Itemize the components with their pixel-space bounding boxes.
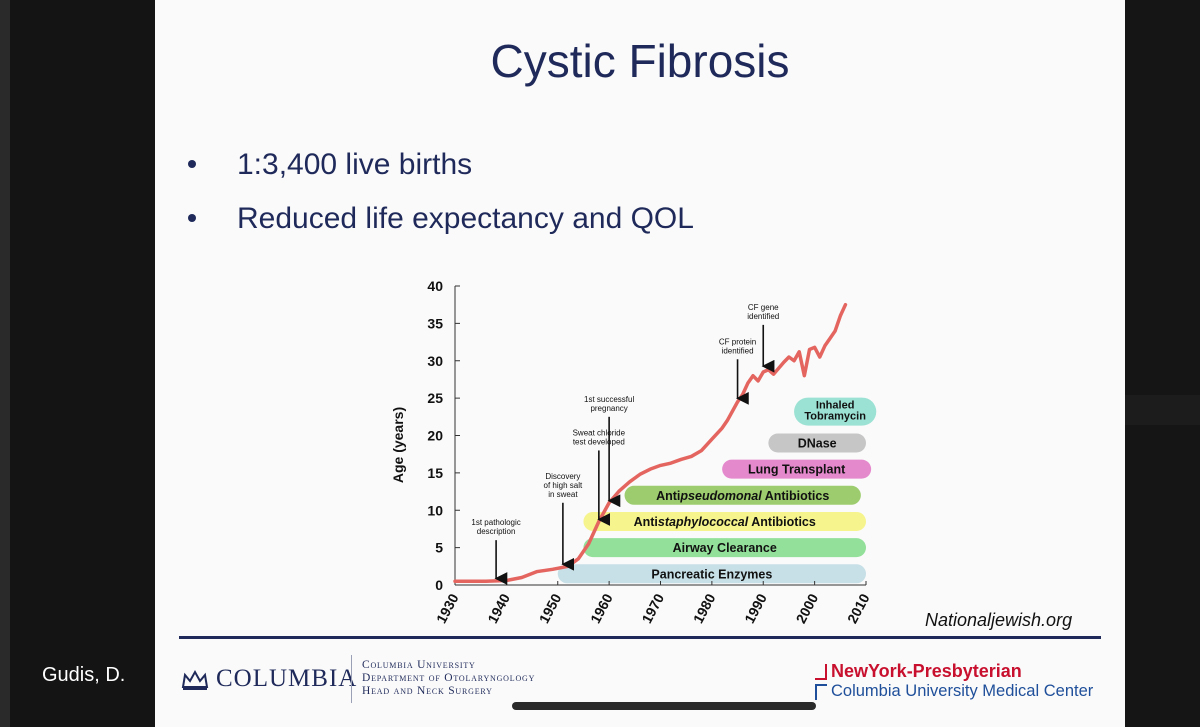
bullet-dot-icon (188, 160, 196, 168)
treatment-bar (794, 397, 877, 426)
annotation-label: CF protein (719, 337, 756, 346)
annotation-label: pregnancy (590, 404, 627, 413)
columbia-logo: COLUMBIA (180, 665, 357, 693)
annotation-label: of high salt (544, 481, 583, 490)
department-name: Columbia University Department of Otolar… (362, 659, 536, 697)
treatment-label: Airway Clearance (673, 541, 777, 555)
x-tick-label: 1960 (587, 591, 616, 626)
slide-title: Cystic Fibrosis (490, 35, 790, 87)
y-tick-label: 15 (427, 465, 443, 481)
y-tick-label: 25 (427, 390, 443, 406)
source-credit: Nationaljewish.org (925, 610, 1073, 630)
x-tick-label: 1940 (484, 591, 513, 626)
x-tick-label: 2010 (844, 591, 873, 626)
x-tick-label: 1930 (433, 591, 462, 626)
treatment-bar (768, 433, 866, 453)
treatment-label: DNase (798, 436, 837, 450)
treatment-label: Tobramycin (804, 411, 866, 423)
annotation-label: identified (747, 312, 779, 321)
y-tick-label: 5 (435, 540, 443, 556)
presenter-name: Gudis, D. (42, 664, 126, 686)
treatment-bar (722, 459, 872, 479)
nyp-logo: NewYork-Presbyterian Columbia University… (815, 661, 1095, 701)
logo-divider (351, 655, 352, 703)
y-tick-label: 20 (427, 428, 443, 444)
treatment-label: Inhaled (816, 400, 855, 412)
horizontal-scrollbar[interactable] (512, 702, 816, 710)
y-tick-label: 0 (435, 577, 443, 593)
y-tick-label: 30 (427, 353, 443, 369)
treatment-label: Antipseudomonal Antibiotics (656, 489, 829, 503)
footer-rule (179, 636, 1101, 639)
nyp-bracket-icon (815, 664, 827, 681)
treatment-label: Antistaphylococcal Antibiotics (634, 515, 816, 529)
treatment-bar (557, 564, 866, 584)
nyp-bracket-icon (815, 683, 827, 700)
annotation-label: identified (722, 346, 754, 355)
bullet-dot-icon (188, 214, 196, 222)
annotation-label: 1st pathologic (471, 518, 520, 527)
annotation-label: in sweat (548, 490, 578, 499)
treatment-bar (583, 538, 866, 558)
annotation-label: Discovery (545, 472, 580, 481)
annotation-label: 1st successful (584, 395, 634, 404)
annotation-label: test developed (573, 437, 625, 446)
right-panel (1125, 0, 1200, 727)
x-tick-label: 1990 (741, 591, 770, 626)
left-border (0, 0, 10, 727)
treatment-label: Lung Transplant (748, 463, 846, 477)
treatment-bar (624, 485, 861, 505)
crown-icon (181, 670, 209, 691)
x-tick-label: 1950 (536, 591, 565, 626)
y-tick-label: 35 (427, 315, 443, 331)
annotation-label: Sweat chloride (573, 428, 626, 437)
slide: Cystic Fibrosis 1:3,400 live births Redu… (155, 0, 1125, 727)
annotation-label: description (477, 527, 516, 536)
treatment-bar (583, 511, 866, 531)
life-expectancy-chart: Pancreatic Enzymes Airway Clearance Antist… (390, 278, 877, 626)
life-expectancy-line (453, 302, 848, 584)
treatment-label: Pancreatic Enzymes (651, 567, 772, 581)
y-axis-label: Age (years) (390, 407, 406, 483)
x-tick-label: 1970 (638, 591, 667, 626)
columbia-wordmark: COLUMBIA (216, 665, 358, 692)
x-tick-label: 1980 (690, 591, 719, 626)
x-tick-label: 2000 (793, 591, 822, 626)
y-tick-label: 40 (427, 278, 443, 294)
y-tick-label: 10 (427, 502, 443, 518)
annotation-label: CF gene (748, 303, 779, 312)
